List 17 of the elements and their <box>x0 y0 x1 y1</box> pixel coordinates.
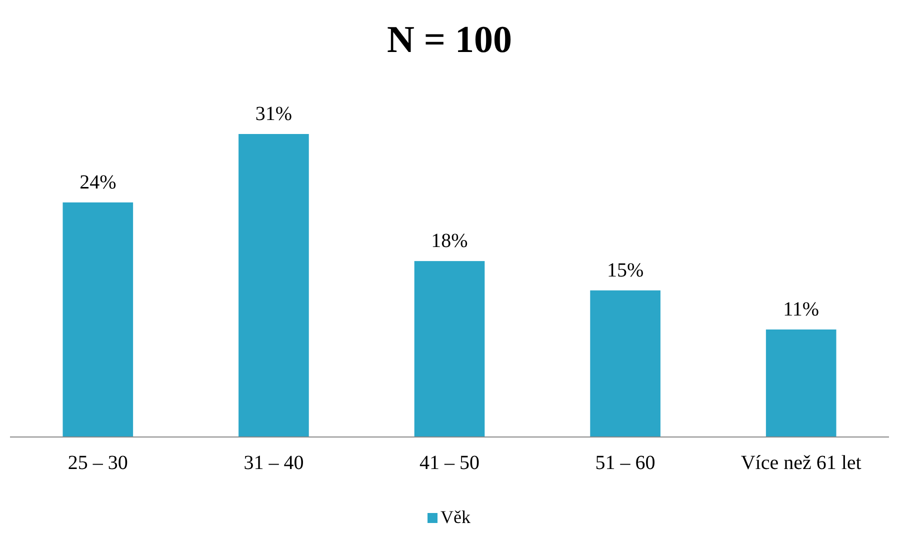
x-tick-label: 41 – 50 <box>420 452 480 474</box>
data-label: 18% <box>431 230 468 252</box>
x-tick-label: 51 – 60 <box>595 452 656 474</box>
legend-label: Věk <box>440 507 470 527</box>
data-label: 11% <box>783 298 820 320</box>
chart-title: N = 100 <box>386 19 512 61</box>
bar <box>238 134 309 437</box>
bar <box>766 329 836 437</box>
data-label: 24% <box>80 171 116 194</box>
bar <box>590 290 660 437</box>
x-tick-label: 31 – 40 <box>244 452 304 474</box>
bar <box>414 261 485 437</box>
bar <box>62 202 134 437</box>
x-tick-label: 25 – 30 <box>68 452 128 474</box>
data-label: 15% <box>606 259 644 282</box>
data-label: 31% <box>255 103 292 125</box>
x-tick-label: Více než 61 let <box>740 452 862 474</box>
